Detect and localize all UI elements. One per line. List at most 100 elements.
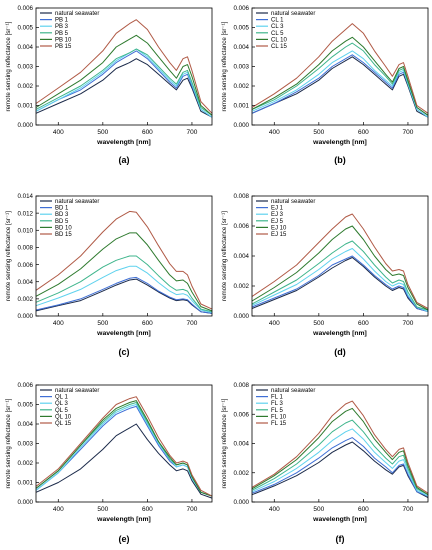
chart-a-y-tick-label-2: 0.002 [18, 83, 34, 90]
chart-a-legend-entry-1: PB 1 [55, 18, 69, 24]
chart-e-legend-entry-5: QL 15 [55, 421, 72, 427]
chart-a-series-line-0 [35, 58, 213, 118]
chart-a-x-axis-label: wavelength [nm] [96, 139, 151, 146]
chart-e-x-tick-label-3: 700 [187, 506, 198, 513]
chart-a-legend-entry-4: PB 10 [55, 37, 72, 43]
chart-a-legend-entry-3: PB 5 [55, 31, 69, 37]
chart-c-y-tick-label-1: 0.002 [18, 296, 34, 303]
chart-c-x-tick-label-0: 400 [53, 320, 64, 327]
chart-e-legend-entry-4: QL 10 [55, 414, 72, 420]
chart-f-series-line-0 [251, 441, 429, 499]
chart-f-x-tick-label-0: 400 [269, 506, 280, 513]
chart-e-y-tick-label-4: 0.004 [18, 421, 34, 428]
chart-c-series-line-1 [35, 276, 213, 314]
chart-f-y-tick-label-1: 0.002 [234, 470, 250, 477]
panel-b: 400 500 600 700 0.000 0.001 0.002 0.003 0.004 0.0… [221, 5, 429, 165]
chart-e-y-tick-label-2: 0.002 [18, 460, 34, 467]
chart-c-y-axis-label: remote sensing reflectance [sr⁻¹] [5, 211, 12, 301]
chart-b-y-tick-label-1: 0.001 [234, 103, 250, 110]
chart-a-y-tick-label-1: 0.001 [18, 103, 34, 110]
chart-f-legend-entry-3: FL 5 [271, 408, 283, 414]
chart-a-y-tick-label-4: 0.004 [18, 44, 34, 51]
chart-b-y-tick-label-4: 0.004 [234, 44, 250, 51]
chart-a-legend-entry-5: PB 15 [55, 44, 72, 50]
chart-e-series-line-5 [35, 396, 213, 497]
chart-d-legend-entry-4: EJ 10 [271, 225, 287, 231]
chart-f-series-line-2 [251, 428, 429, 497]
chart-b-legend-entry-1: CL 1 [271, 18, 284, 24]
chart-b-series-line-5 [251, 23, 429, 114]
chart-c-legend-entry-2: BD 3 [55, 212, 69, 218]
chart-d-legend-entry-1: EJ 1 [271, 206, 284, 212]
chart-f-series-line-4 [251, 407, 429, 496]
chart-f-legend-entry-0: natural seawater [271, 388, 315, 394]
chart-e-series-line-0 [35, 423, 213, 499]
chart-c-legend-entry-5: BD 15 [55, 232, 72, 238]
chart-d-x-axis-label: wavelength [nm] [312, 330, 367, 337]
chart-a-x-tick-label-3: 700 [187, 129, 198, 136]
chart-e-series-line-4 [35, 400, 213, 497]
chart-d-legend-entry-2: EJ 3 [271, 212, 284, 218]
chart-c-y-tick-label-3: 0.006 [18, 262, 34, 269]
chart-b-series-line-4 [251, 36, 429, 116]
chart-e-y-tick-label-6: 0.006 [18, 382, 34, 389]
chart-d-series-line-3 [251, 240, 429, 311]
chart-f-x-tick-label-2: 600 [358, 506, 369, 513]
chart-a-y-tick-label-3: 0.003 [18, 64, 34, 71]
chart-e-x-tick-label-2: 600 [142, 506, 153, 513]
chart-b-y-tick-label-0: 0.000 [234, 122, 250, 129]
chart-c-y-tick-label-2: 0.004 [18, 279, 34, 286]
chart-c-y-tick-label-6: 0.012 [18, 210, 34, 217]
chart-e-legend-entry-0: natural seawater [55, 388, 99, 394]
chart-a-series-line-3 [35, 48, 213, 116]
chart-c-y-tick-label-7: 0.014 [18, 193, 34, 200]
chart-b-x-tick-label-1: 500 [313, 129, 324, 136]
chart-c-legend-entry-4: BD 10 [55, 225, 72, 231]
chart-f-y-tick-label-4: 0.008 [234, 382, 250, 389]
chart-e-y-tick-label-3: 0.003 [18, 441, 34, 448]
chart-f-legend-entry-2: FL 3 [271, 401, 283, 407]
chart-a-legend-entry-2: PB 3 [55, 24, 69, 30]
chart-a-y-axis-label: remote sensing reflectance [sr⁻¹] [5, 21, 12, 111]
chart-e-y-axis-label: remote sensing reflectance [sr⁻¹] [5, 398, 12, 488]
chart-c-series-line-5 [35, 210, 213, 310]
chart-b-legend-entry-2: CL 3 [271, 24, 284, 30]
chart-a-y-tick-label-6: 0.006 [18, 5, 34, 12]
chart-d-y-tick-label-0: 0.000 [234, 313, 250, 320]
panel-c: 400 500 600 700 0.000 0.002 0.004 0.006 0.008 0.0… [5, 193, 213, 357]
chart-d-y-tick-label-2: 0.004 [234, 253, 250, 260]
chart-e-x-tick-label-0: 400 [53, 506, 64, 513]
chart-c-series-line-2 [35, 265, 213, 314]
chart-e-panel-label: (e) [119, 534, 130, 544]
panel-a: 400 500 600 700 0.000 0.001 0.002 0.003 0.004 0.0… [5, 5, 213, 165]
chart-e-legend-entry-1: QL 1 [55, 395, 68, 401]
chart-c-legend-entry-0: natural seawater [55, 199, 99, 205]
chart-d-panel-label: (d) [334, 347, 346, 357]
chart-e-legend-entry-3: QL 5 [55, 408, 68, 414]
chart-c-series-line-4 [35, 232, 213, 312]
chart-f-series-line-5 [251, 400, 429, 494]
chart-b-y-tick-label-3: 0.003 [234, 64, 250, 71]
chart-d-legend-entry-5: EJ 15 [271, 232, 287, 238]
chart-b-x-tick-label-2: 600 [358, 129, 369, 136]
chart-e-y-tick-label-5: 0.005 [18, 402, 34, 409]
chart-e-legend-entry-2: QL 3 [55, 401, 68, 407]
chart-d-x-tick-label-3: 700 [403, 320, 414, 327]
chart-b-series-line-0 [251, 56, 429, 118]
chart-d-series-line-1 [251, 255, 429, 312]
chart-f-x-tick-label-3: 700 [403, 506, 414, 513]
chart-a-series-line-4 [35, 34, 213, 116]
chart-b-x-tick-label-0: 400 [269, 129, 280, 136]
chart-f-y-axis-label: remote sensing reflectance [sr⁻¹] [221, 398, 228, 488]
chart-e-x-axis-label: wavelength [nm] [96, 516, 151, 523]
chart-d-series-line-5 [251, 213, 429, 309]
chart-e-x-tick-label-1: 500 [97, 506, 108, 513]
chart-d-series-line-0 [251, 257, 429, 312]
chart-c-y-tick-label-5: 0.010 [18, 227, 34, 234]
chart-f-series-line-3 [251, 419, 429, 496]
chart-a-y-tick-label-0: 0.000 [18, 122, 34, 129]
chart-a-x-tick-label-0: 400 [53, 129, 64, 136]
chart-f-y-tick-label-3: 0.006 [234, 411, 250, 418]
chart-d-legend-entry-0: natural seawater [271, 199, 315, 205]
